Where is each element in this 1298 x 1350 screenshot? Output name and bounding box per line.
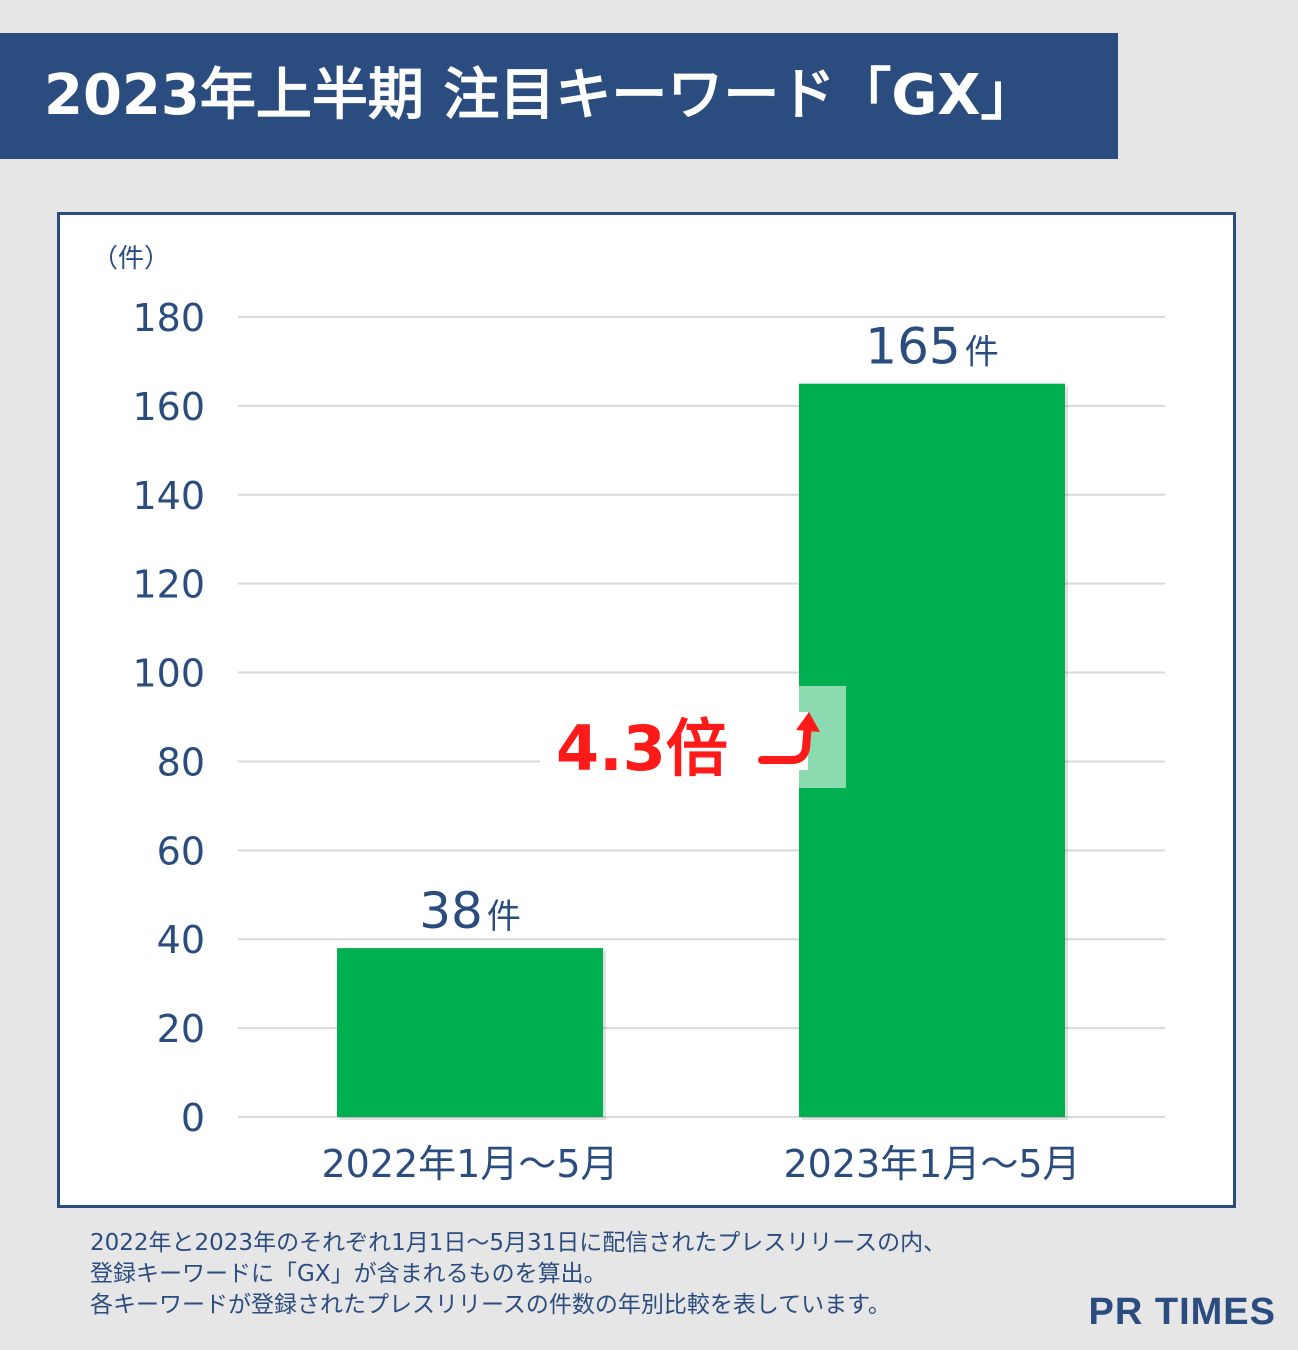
y-tick-label: 160 [132, 385, 205, 429]
y-tick-label: 100 [132, 652, 205, 696]
y-tick-label: 140 [132, 474, 205, 518]
prtimes-logo: PR TIMES [1088, 1291, 1276, 1333]
title-banner: 2023年上半期 注目キーワード「GX」 [0, 33, 1118, 159]
x-category-label: 2022年1月～5月 [321, 1142, 618, 1186]
y-tick-label: 120 [132, 563, 205, 607]
footnote: 2022年と2023年のそれぞれ1月1日～5月31日に配信されたプレスリリースの… [90, 1228, 1090, 1321]
footnote-line: 各キーワードが登録されたプレスリリースの件数の年別比較を表しています。 [90, 1292, 891, 1318]
data-label: 38 件 [419, 882, 521, 940]
x-category-label: 2023年1月～5月 [783, 1142, 1080, 1186]
bar [337, 948, 603, 1117]
arrow-icon [758, 720, 812, 764]
footnote-line: 登録キーワードに「GX」が含まれるものを算出。 [90, 1261, 607, 1287]
y-tick-label: 80 [157, 740, 205, 784]
page-title: 2023年上半期 注目キーワード「GX」 [44, 63, 1037, 128]
y-tick-label: 60 [157, 829, 205, 873]
arrow-head-icon [796, 712, 820, 732]
annotation-label: 4.3倍 [556, 712, 728, 785]
y-tick-label: 40 [157, 918, 205, 962]
y-tick-label: 20 [157, 1007, 205, 1051]
y-unit-label: （件） [92, 244, 170, 274]
data-label: 165 件 [865, 318, 998, 376]
bar-chart: （件） 0 20 40 60 80 100 120 140 160 180 2022年1月～5月 38 件… [92, 244, 1165, 1186]
y-tick-label: 180 [132, 296, 205, 340]
footnote-line: 2022年と2023年のそれぞれ1月1日～5月31日に配信されたプレスリリースの… [90, 1230, 947, 1256]
y-tick-label: 0 [181, 1096, 205, 1140]
